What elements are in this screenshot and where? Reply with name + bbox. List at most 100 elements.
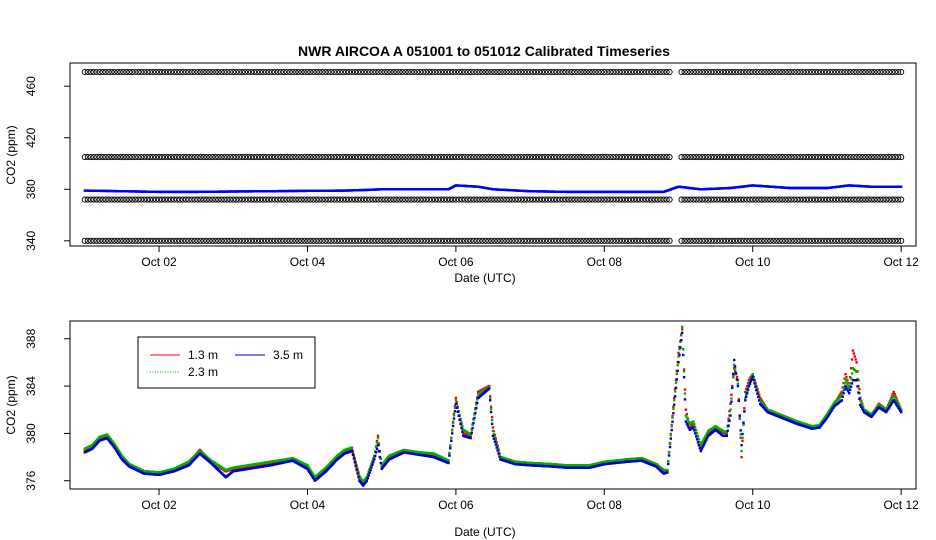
calibration-point [657,154,664,161]
calibration-point [856,196,863,203]
data-point [732,372,735,376]
calibration-point [711,68,718,76]
calibration-point [785,154,792,161]
data-point [490,422,494,426]
calibration-point [737,196,744,203]
calibration-point [372,196,379,203]
calibration-point [390,154,397,161]
calibration-point [613,237,620,244]
calibration-point [503,68,510,76]
legend-box [137,336,316,389]
calibration-point [725,68,733,76]
calibration-point [532,68,540,76]
data-point [693,423,696,426]
calibration-point [684,196,691,203]
calibration-point [856,68,863,76]
calibration-point [720,154,727,161]
x-axis-label-top: Date (UTC) [454,271,515,285]
calibration-point [120,154,127,161]
calibration-point [206,154,213,161]
x-tick-label: Oct 02 [141,498,177,512]
data-point [696,441,700,444]
calibration-point [776,68,783,76]
data-point [378,455,381,459]
calibration-point [630,237,638,244]
calibration-point [212,68,219,76]
calibration-point [283,68,290,76]
calibration-point [417,237,424,244]
calibration-point [265,237,272,244]
calibration-point [360,154,367,161]
calibration-point [239,154,246,161]
calibration-point [438,154,445,161]
data-point [850,382,854,385]
calibration-point [859,154,866,161]
data-point [490,415,494,419]
calibration-point [547,154,554,161]
calibration-point [123,68,130,76]
calibration-point [449,237,456,244]
calibration-point [408,196,415,203]
calibration-point [411,68,418,76]
calibration-point [633,68,641,76]
calibration-point [847,196,854,203]
data-point [726,429,729,432]
data-point [854,358,857,361]
calibration-point [114,237,121,244]
calibration-point [316,154,323,161]
calibration-point [883,196,890,203]
data-point [683,398,687,401]
data-point [448,454,451,457]
data-point [681,328,684,331]
calibration-point [731,196,738,203]
calibration-point [541,68,548,76]
calibration-point [538,154,546,161]
calibration-point [556,68,563,76]
y-tick-label: 420 [24,127,38,147]
calibration-point [755,68,762,76]
calibration-point [476,196,483,203]
calibration-point [580,196,587,203]
calibration-point [117,196,124,203]
x-axis-bottom: Oct 02 Oct 04 Oct 06 Oct 08 Oct 10 Oct 12 [141,488,919,512]
calibration-point [310,154,317,161]
calibration-point [227,237,234,244]
calibration-point [233,237,240,244]
calibration-point [242,154,249,161]
calibration-point [435,68,442,76]
calibration-point [161,237,169,244]
calibration-point [814,196,822,203]
calibration-point [770,154,777,161]
calibration-point [639,196,646,203]
calibration-point [814,154,822,161]
calibration-point [173,154,180,161]
calibration-point [188,68,195,76]
calibration-point [248,68,255,76]
data-point [375,441,379,444]
data-point [491,426,495,429]
calibration-point [102,68,109,76]
calibration-point [720,196,727,203]
calibration-point [438,196,445,203]
calibration-point [420,68,427,76]
x-axis-label-bottom: Date (UTC) [454,525,515,539]
calibration-point [129,68,136,76]
calibration-point [108,154,115,161]
calibration-point [144,68,151,76]
calibration-point [535,237,543,244]
data-point [729,402,732,405]
calibration-point [773,154,780,161]
calibration-point [144,196,151,203]
calibration-point [438,68,445,76]
calibration-point [592,196,599,203]
calibration-point [147,68,154,76]
data-point [376,444,380,447]
calibration-point [524,68,531,76]
calibration-point [354,237,361,244]
calibration-point [642,237,649,244]
data-point [489,399,492,402]
calibration-point [200,196,207,203]
calibration-point [331,237,338,244]
calibration-point [188,154,195,161]
calibration-point [464,154,471,161]
